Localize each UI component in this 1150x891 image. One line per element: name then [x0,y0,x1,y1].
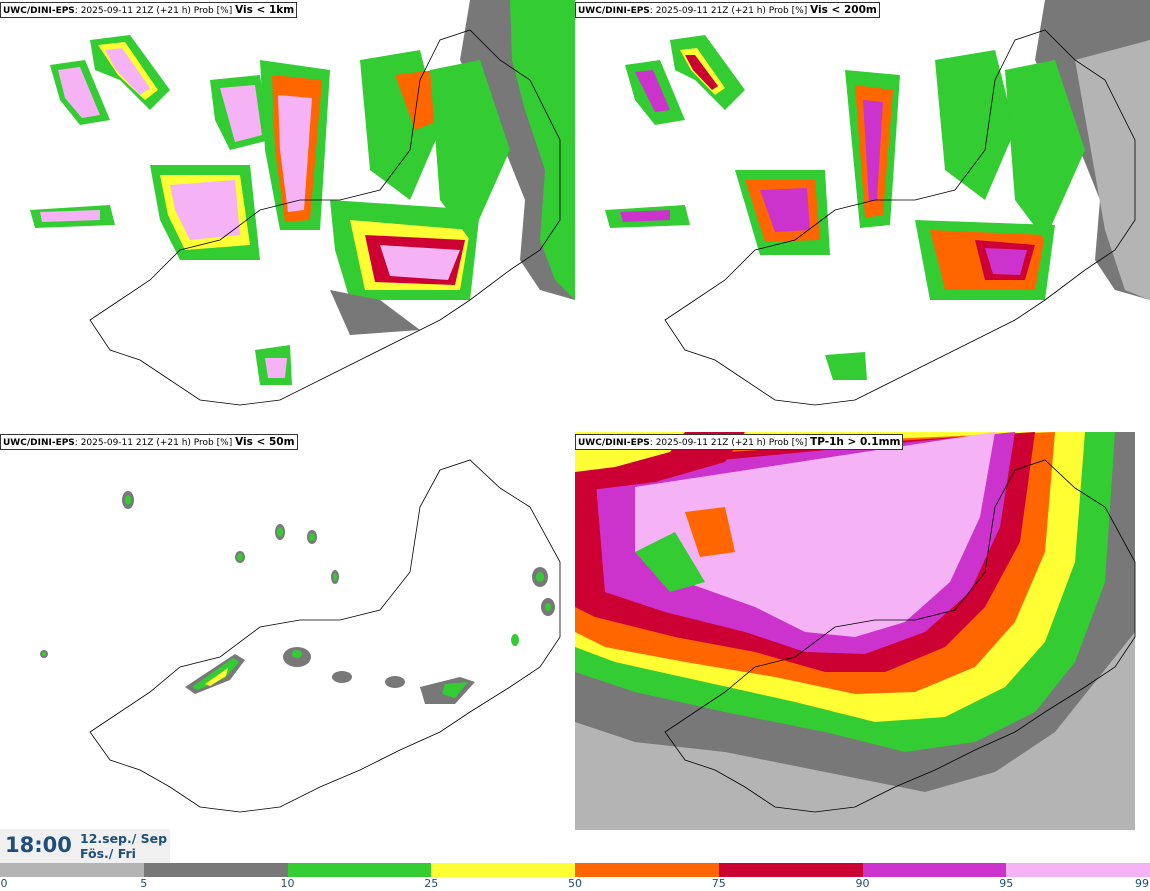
coastline [89,459,561,813]
colorbar [0,863,1150,877]
panel-meta: : 2025-09-11 21Z (+21 h) Prob [%] [74,438,236,448]
colorbar-segment [431,863,575,877]
map-panel-precip: UWC/DINI-EPS: 2025-09-11 21Z (+21 h) Pro… [575,432,1150,830]
panel-meta: : 2025-09-11 21Z (+21 h) Prob [%] [649,6,811,16]
valid-time: 18:00 [5,833,72,857]
panel-source: UWC/DINI-EPS [578,6,650,16]
probability-map [605,0,1150,406]
colorbar-tick-label: 0 [0,877,8,890]
colorbar-segment [862,863,1007,877]
panel-title: UWC/DINI-EPS: 2025-09-11 21Z (+21 h) Pro… [575,434,904,450]
panel-variable: Vis < 50m [235,436,295,448]
fog-blobs [605,35,1085,380]
colorbar-segment [287,863,432,877]
panel-meta: : 2025-09-11 21Z (+21 h) Prob [%] [649,438,811,448]
panel-variable: TP-1h > 0.1mm [810,436,901,448]
coastline [664,459,1136,813]
colorbar-tick-label: 99 [1135,877,1149,890]
coastline [664,29,1136,406]
probability-map [40,459,561,813]
valid-time-box: 18:00 12.sep./ Sep Fös./ Fri [0,829,170,863]
map-panel-vis-200m: UWC/DINI-EPS: 2025-09-11 21Z (+21 h) Pro… [575,0,1150,430]
panel-source: UWC/DINI-EPS [3,6,75,16]
panel-meta: : 2025-09-11 21Z (+21 h) Prob [%] [74,6,236,16]
colorbar-tick-label: 10 [280,877,295,890]
colorbar-tick-label: 5 [140,877,148,890]
colorbar-segment [575,863,719,877]
panel-variable: Vis < 1km [235,4,295,16]
colorbar-tick-label: 75 [711,877,726,890]
coastline [89,29,561,406]
panel-title: UWC/DINI-EPS: 2025-09-11 21Z (+21 h) Pro… [0,2,298,18]
probability-map [575,432,1150,830]
fog-blobs [40,491,555,704]
panel-source: UWC/DINI-EPS [578,438,650,448]
map-panel-vis-1km: UWC/DINI-EPS: 2025-09-11 21Z (+21 h) Pro… [0,0,575,430]
colorbar-segment [143,863,288,877]
panel-source: UWC/DINI-EPS [3,438,75,448]
colorbar-segment [718,863,863,877]
valid-date: 12.sep./ Sep [80,831,168,846]
panel-title: UWC/DINI-EPS: 2025-09-11 21Z (+21 h) Pro… [575,2,880,18]
probability-map [30,0,575,406]
colorbar-tick-label: 25 [424,877,439,890]
panel-variable: Vis < 200m [810,4,877,16]
colorbar-segment [1006,863,1150,877]
colorbar-tick-label: 50 [568,877,582,890]
colorbar-tick-label: 95 [999,877,1014,890]
panel-title: UWC/DINI-EPS: 2025-09-11 21Z (+21 h) Pro… [0,434,298,450]
map-panel-vis-50m: UWC/DINI-EPS: 2025-09-11 21Z (+21 h) Pro… [0,432,575,830]
valid-day: Fös./ Fri [80,846,136,861]
colorbar-segment [0,863,144,877]
colorbar-tick-label: 90 [855,877,870,890]
fog-blobs [30,35,510,385]
